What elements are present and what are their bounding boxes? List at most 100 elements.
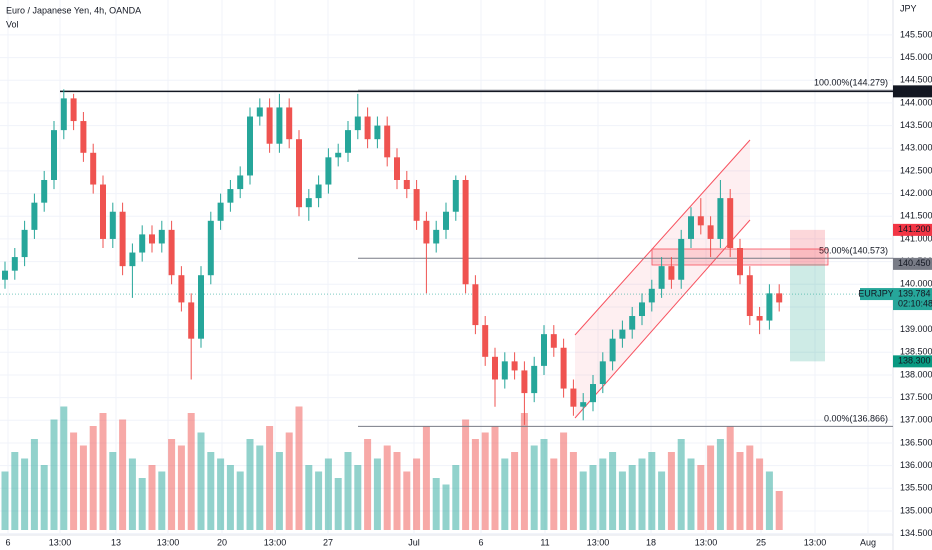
x-tick-label: 13:00 [264, 537, 287, 547]
candle-body [482, 325, 489, 357]
volume-bar [756, 458, 764, 530]
price-label: 139.784 [898, 288, 931, 298]
volume-bar [305, 465, 313, 530]
volume-bar [442, 484, 450, 530]
volume-bar [158, 471, 166, 530]
candle-body [276, 107, 283, 144]
volume-bar [550, 458, 558, 530]
volume-bar [1, 471, 9, 530]
subtitle: Vol [6, 19, 19, 29]
candle-body [541, 334, 547, 366]
x-tick-label: 13 [111, 537, 121, 547]
candle-body [109, 211, 116, 239]
y-tick-label: 143.000 [900, 143, 932, 153]
x-tick-label: Jul [408, 537, 420, 547]
candle-body [374, 125, 381, 140]
y-tick-label: 135.000 [900, 505, 932, 515]
x-tick-label: 13:00 [157, 537, 180, 547]
symbol-badge [860, 288, 893, 301]
x-tick-label: 20 [217, 537, 227, 547]
y-tick-label: 134.500 [900, 528, 932, 538]
candle-body [423, 220, 430, 244]
fib-label: 100.00%(144.279) [814, 78, 888, 88]
candle-body [188, 302, 195, 339]
overlay: 100.00%(144.279) 50.00%(140.573) 0.00%(136… [0, 78, 893, 427]
y-tick-label: 137.500 [900, 392, 932, 402]
candle-body [658, 266, 665, 289]
volume-bar [50, 419, 58, 530]
candle-body [697, 216, 704, 226]
candle-body [2, 270, 8, 280]
volume-bar [569, 452, 577, 530]
volume-bar [334, 478, 342, 530]
volume-bar [285, 432, 293, 530]
volume-bar [462, 419, 470, 530]
candle-body [756, 316, 763, 321]
candle-body [688, 216, 694, 239]
candle-body [217, 202, 224, 221]
candle-body [296, 139, 302, 208]
candle-body [492, 356, 498, 380]
volume [1, 406, 783, 530]
candle-body [168, 229, 175, 276]
volume-bar [373, 458, 381, 530]
x-tick-label: 6 [5, 537, 10, 547]
candle-body [394, 157, 400, 180]
candle-body [256, 107, 263, 117]
volume-bar [217, 458, 225, 530]
volume-bar [40, 465, 48, 530]
volume-bar [403, 471, 411, 530]
candle-body [354, 116, 361, 131]
candle-body [452, 179, 459, 212]
volume-bar [471, 439, 479, 530]
x-tick-label: 11 [540, 537, 549, 547]
candle-body [207, 220, 214, 276]
candle-body [305, 198, 312, 208]
candle-body [384, 125, 391, 158]
price-badge [893, 288, 932, 311]
volume-bar [11, 452, 19, 530]
x-tick-label: 18 [646, 537, 656, 547]
candle-body [707, 225, 714, 239]
x-tick-label: 27 [323, 537, 333, 547]
volume-bar [256, 445, 264, 530]
volume-bar [716, 439, 724, 530]
candle-body [11, 257, 18, 271]
y-tick-label: 145.500 [900, 29, 932, 39]
volume-bar [177, 445, 185, 530]
volume-bar [422, 426, 430, 530]
candle-body [158, 229, 165, 244]
volume-bar [413, 458, 421, 530]
y-tick-label: 137.000 [900, 415, 932, 425]
volume-bar [638, 458, 646, 530]
volume-bar [266, 426, 274, 530]
volume-bar [324, 458, 332, 530]
candle-body [80, 121, 87, 153]
x-tick-label: 13:00 [49, 537, 72, 547]
volume-bar [60, 406, 68, 530]
candle-body [462, 179, 469, 285]
volume-bar [275, 452, 283, 530]
volume-bar [491, 426, 499, 530]
volume-bar [677, 439, 685, 530]
y-tick-label: 143.500 [900, 120, 932, 130]
volume-bar [99, 413, 107, 530]
fib-label: 50.00%(140.573) [819, 246, 888, 256]
candle-body [639, 302, 645, 317]
entry-badge [893, 257, 932, 270]
y-tick-label: 144.000 [900, 97, 932, 107]
volume-bar [236, 471, 244, 530]
candle-body [590, 384, 596, 403]
candle-body [668, 266, 675, 280]
candle-body [599, 361, 606, 385]
y-tick-label: 136.500 [900, 437, 932, 447]
volume-bar [295, 406, 303, 530]
volume-bar [707, 445, 715, 530]
candle-body [501, 361, 508, 380]
x-tick-label: 13:00 [695, 537, 718, 547]
resistance-label: 144.255 [898, 86, 931, 96]
candle-body [364, 116, 371, 140]
volume-bar [138, 478, 146, 530]
volume-bar [246, 439, 254, 530]
y-tick-label: 135.500 [900, 483, 932, 493]
